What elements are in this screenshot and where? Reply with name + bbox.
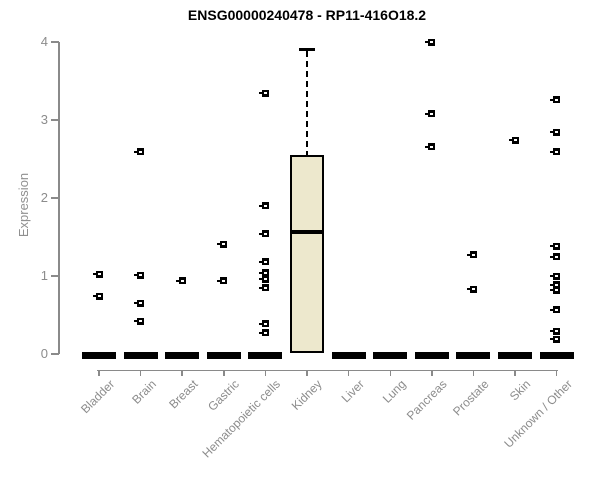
- collapsed-box-skin: [498, 351, 533, 359]
- collapsed-box-prostate: [456, 351, 491, 359]
- x-axis-tick: [555, 370, 558, 376]
- outlier-point: [550, 96, 561, 104]
- collapsed-box-gastric: [206, 351, 241, 359]
- outlier-point: [550, 242, 561, 250]
- outlier-point: [175, 277, 186, 285]
- collapsed-box-liver: [331, 351, 366, 359]
- y-axis-tick: [51, 197, 59, 199]
- outlier-point: [550, 272, 561, 280]
- outlier-point: [258, 258, 269, 266]
- x-axis-line: [97, 369, 558, 371]
- collapsed-box-bladder: [82, 351, 116, 359]
- x-axis-tick-label: Liver: [338, 377, 367, 406]
- outlier-point: [258, 284, 269, 292]
- outlier-point: [425, 38, 436, 46]
- outlier-point: [92, 270, 103, 278]
- collapsed-box-lung: [373, 351, 408, 359]
- x-axis-tick-label: Skin: [506, 377, 534, 404]
- collapsed-box-brain: [123, 351, 158, 359]
- x-axis-tick: [98, 370, 100, 376]
- outlier-point: [508, 136, 519, 144]
- outlier-point: [258, 269, 269, 277]
- outlier-point: [258, 320, 269, 328]
- outlier-point: [258, 275, 269, 283]
- x-axis-tick-label: Pancreas: [404, 377, 450, 423]
- collapsed-box-unknown-other: [539, 351, 574, 359]
- outlier-point: [134, 317, 145, 325]
- outlier-point: [550, 335, 561, 343]
- x-axis-tick-label: Kidney: [289, 377, 325, 413]
- x-axis-tick-label: Bladder: [77, 377, 117, 417]
- outlier-point: [258, 329, 269, 337]
- outlier-point: [550, 286, 561, 294]
- x-axis-tick: [347, 370, 350, 376]
- outlier-point: [134, 271, 145, 279]
- outlier-point: [217, 240, 228, 248]
- outlier-point: [466, 285, 477, 293]
- whisker-cap: [299, 47, 316, 51]
- chart-title: ENSG00000240478 - RP11-416O18.2: [187, 7, 427, 23]
- x-axis-tick: [472, 370, 475, 376]
- outlier-point: [550, 281, 561, 289]
- y-axis-tick-label: 4: [40, 34, 48, 49]
- outlier-point: [550, 327, 561, 335]
- y-axis-tick-label: 2: [40, 190, 48, 205]
- outlier-point: [550, 253, 561, 260]
- x-axis-tick: [181, 370, 183, 376]
- whisker-line: [306, 50, 309, 156]
- outlier-point: [92, 292, 103, 300]
- median-line: [290, 230, 325, 235]
- outlier-point: [134, 148, 145, 156]
- outlier-point: [217, 277, 228, 285]
- x-axis-tick-label: Prostate: [449, 377, 492, 419]
- box-kidney: [290, 155, 325, 354]
- outlier-point: [550, 128, 561, 136]
- x-axis-tick-label: Gastric: [204, 377, 242, 414]
- y-axis-tick: [51, 119, 59, 121]
- collapsed-box-hematopoietic-cells: [248, 351, 283, 359]
- x-axis-tick: [514, 370, 516, 376]
- outlier-point: [134, 299, 145, 307]
- outlier-point: [425, 110, 436, 118]
- x-axis-tick: [223, 370, 225, 376]
- outlier-point: [550, 148, 561, 156]
- y-axis-tick: [51, 41, 59, 43]
- x-axis-tick-label: Lung: [379, 377, 409, 406]
- y-axis-tick: [51, 275, 59, 277]
- collapsed-box-breast: [165, 351, 200, 359]
- y-axis-tick-label: 1: [40, 268, 48, 283]
- x-axis-tick: [306, 370, 308, 376]
- outlier-point: [258, 89, 269, 97]
- outlier-point: [258, 230, 269, 238]
- y-axis-tick: [51, 353, 59, 355]
- collapsed-box-pancreas: [414, 351, 449, 359]
- outlier-point: [425, 143, 436, 151]
- outlier-point: [466, 251, 477, 259]
- x-axis-tick: [389, 370, 392, 376]
- x-axis-tick: [431, 370, 433, 376]
- outlier-point: [258, 202, 269, 210]
- x-axis-tick-label: Brain: [128, 377, 159, 407]
- outlier-point: [550, 306, 561, 314]
- y-axis-title: Expression: [16, 172, 31, 238]
- x-axis-tick: [139, 370, 142, 376]
- y-axis-tick-label: 0: [40, 346, 48, 361]
- x-axis-tick: [264, 370, 267, 376]
- x-axis-tick-label: Breast: [165, 377, 201, 412]
- y-axis-tick-label: 3: [40, 112, 48, 127]
- x-axis-tick-label: Hematopoietic cells: [199, 377, 284, 461]
